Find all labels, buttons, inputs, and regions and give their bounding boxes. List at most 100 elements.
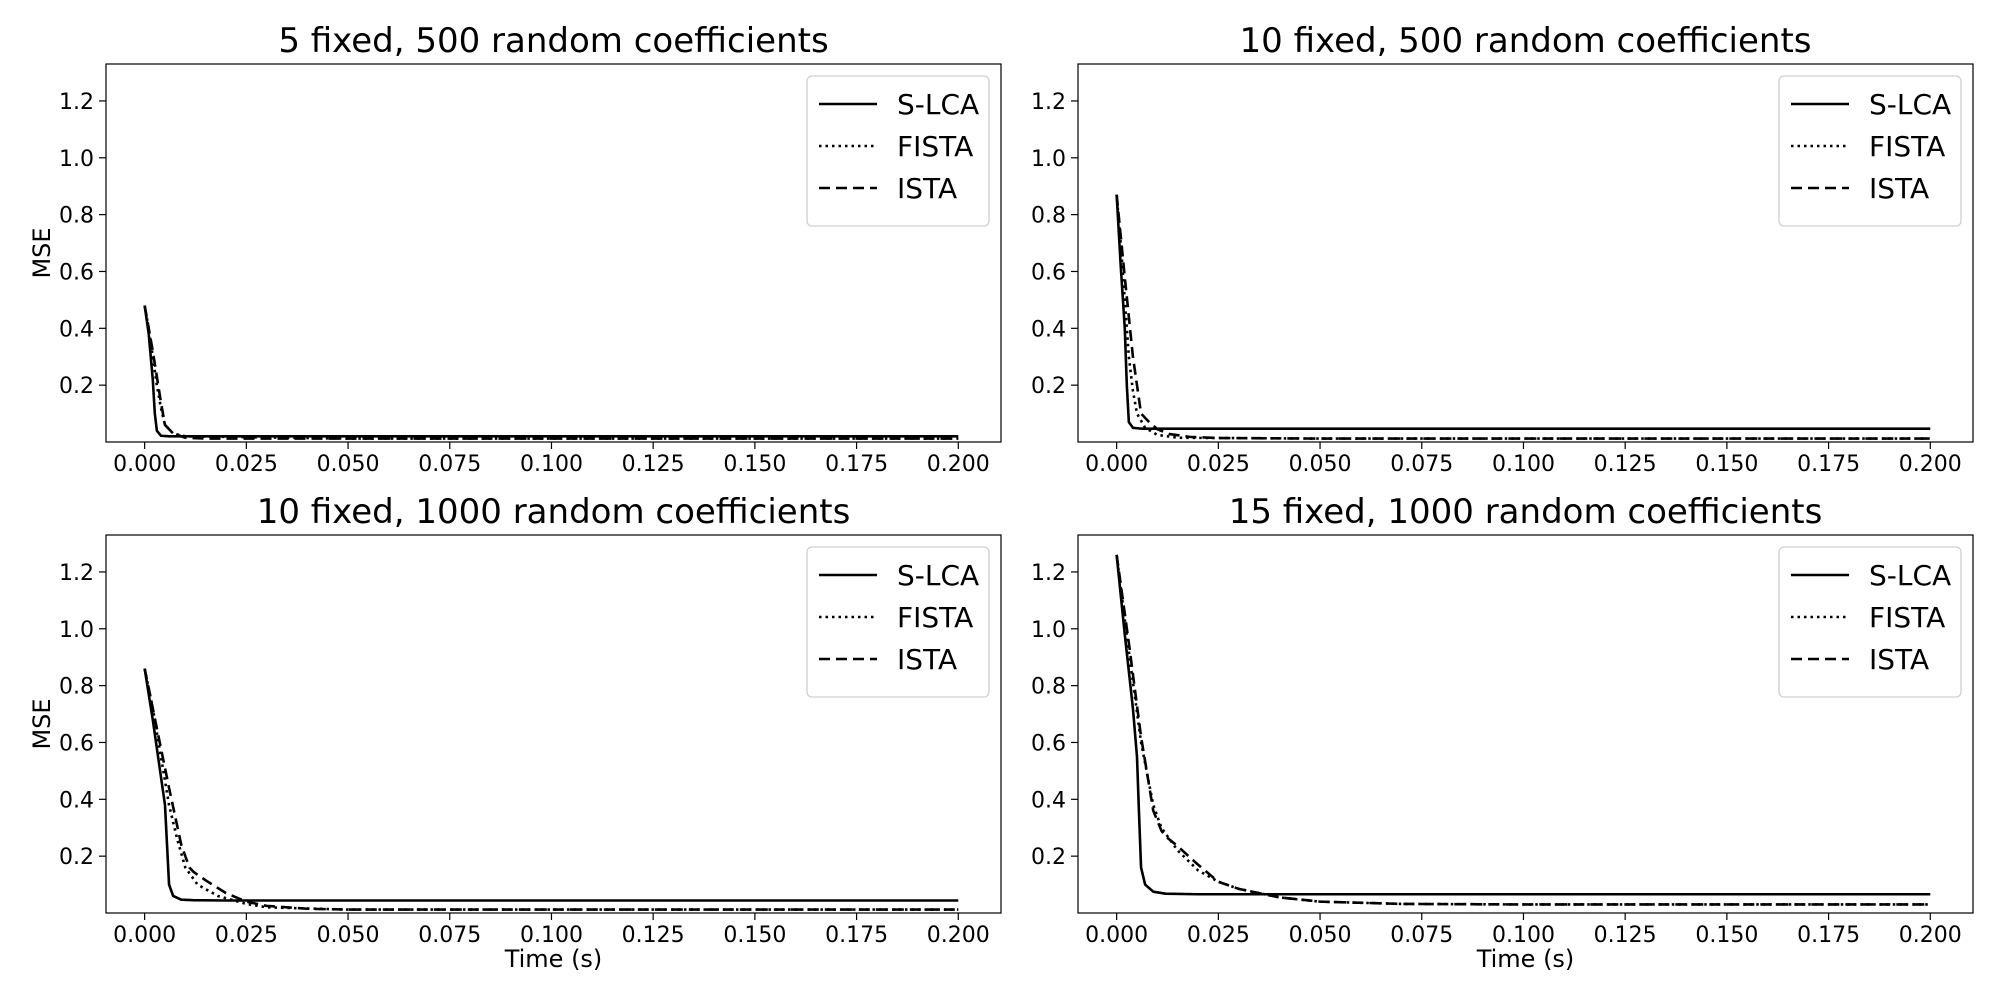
x-tick-label: 0.025 xyxy=(215,923,278,948)
x-tick-label: 0.100 xyxy=(1492,452,1555,477)
y-tick-label: 0.4 xyxy=(1031,317,1066,342)
x-tick-label: 0.125 xyxy=(622,452,685,477)
x-tick-label: 0.175 xyxy=(1797,923,1860,948)
y-tick-label: 1.2 xyxy=(1031,561,1066,586)
x-tick-label: 0.100 xyxy=(1492,923,1555,948)
x-tick-label: 0.125 xyxy=(1594,452,1657,477)
x-tick-label: 0.125 xyxy=(622,923,685,948)
legend-box xyxy=(806,75,990,227)
series-s-lca-line xyxy=(1115,554,1931,896)
subplot-4-xlabel: Time (s) xyxy=(1476,945,1575,973)
x-tick-label: 0.050 xyxy=(1289,452,1352,477)
series-ista-line xyxy=(143,305,959,440)
x-tick-label: 0.025 xyxy=(1187,452,1250,477)
x-tick-label: 0.150 xyxy=(1695,923,1758,948)
y-tick-label: 0.2 xyxy=(1031,845,1066,870)
legend-label-s-lca: S-LCA xyxy=(897,88,979,121)
legend-label-fista: FISTA xyxy=(1869,601,1945,634)
subplot-1: 5 fixed, 500 random coefficients MSE 0.0… xyxy=(28,21,1002,477)
x-tick-label: 0.125 xyxy=(1594,923,1657,948)
legend: S-LCA FISTA ISTA xyxy=(806,75,990,227)
plot-frame xyxy=(105,63,1002,443)
series-ista-line xyxy=(1115,194,1931,440)
subplot-2: 10 fixed, 500 random coefficients 0.000 0… xyxy=(1031,21,1974,477)
y-tick-label: 0.4 xyxy=(59,317,94,342)
series-ista-line xyxy=(143,668,959,911)
legend: S-LCA FISTA ISTA xyxy=(806,546,990,698)
series-fista-line xyxy=(1115,194,1931,440)
legend-label-ista: ISTA xyxy=(897,643,957,676)
x-tick-label: 0.150 xyxy=(1695,452,1758,477)
legend-box xyxy=(1778,546,1962,698)
legend-label-fista: FISTA xyxy=(897,130,973,163)
x-tick-label: 0.025 xyxy=(215,452,278,477)
y-tick-label: 1.2 xyxy=(59,90,94,115)
subplot-1-ylabel: MSE xyxy=(28,227,56,278)
x-tick-label: 0.100 xyxy=(520,923,583,948)
series-s-lca-line xyxy=(143,305,959,438)
x-tick-label: 0.200 xyxy=(927,923,990,948)
series-s-lca-line xyxy=(1115,194,1931,430)
series-fista-line xyxy=(143,305,959,440)
subplot-3: 10 fixed, 1000 random coefficients MSE T… xyxy=(28,492,1002,973)
subplot-3-title: 10 fixed, 1000 random coefficients xyxy=(257,492,851,532)
x-tick-label: 0.000 xyxy=(1085,452,1148,477)
legend-label-s-lca: S-LCA xyxy=(1869,88,1951,121)
x-tick-label: 0.000 xyxy=(113,923,176,948)
subplot-3-ylabel: MSE xyxy=(28,698,56,749)
y-tick-label: 0.6 xyxy=(59,260,94,285)
x-tick-label: 0.175 xyxy=(1797,452,1860,477)
y-tick-label: 0.6 xyxy=(1031,260,1066,285)
x-tick-label: 0.200 xyxy=(1899,452,1962,477)
x-tick-label: 0.175 xyxy=(825,923,888,948)
x-tick-label: 0.050 xyxy=(317,452,380,477)
subplot-4-title: 15 fixed, 1000 random coefficients xyxy=(1229,492,1823,532)
x-tick-label: 0.175 xyxy=(825,452,888,477)
legend-box xyxy=(806,546,990,698)
subplot-2-title: 10 fixed, 500 random coefficients xyxy=(1240,21,1812,61)
x-tick-label: 0.000 xyxy=(113,452,176,477)
y-tick-label: 1.2 xyxy=(59,561,94,586)
subplot-1-title: 5 fixed, 500 random coefficients xyxy=(278,21,828,61)
y-tick-label: 1.0 xyxy=(59,147,94,172)
legend-label-s-lca: S-LCA xyxy=(897,559,979,592)
legend-box xyxy=(1778,75,1962,227)
plot-frame xyxy=(105,534,1002,914)
y-tick-label: 0.4 xyxy=(1031,788,1066,813)
series-fista-line xyxy=(143,668,959,911)
series-ista-line xyxy=(1115,554,1931,906)
x-tick-label: 0.200 xyxy=(927,452,990,477)
y-tick-label: 0.8 xyxy=(59,675,94,700)
y-tick-label: 0.8 xyxy=(1031,204,1066,229)
x-tick-label: 0.075 xyxy=(418,923,481,948)
y-tick-label: 0.6 xyxy=(59,731,94,756)
y-tick-label: 1.2 xyxy=(1031,90,1066,115)
x-tick-label: 0.200 xyxy=(1899,923,1962,948)
x-tick-label: 0.075 xyxy=(1390,923,1453,948)
legend-label-ista: ISTA xyxy=(1869,172,1929,205)
x-tick-label: 0.000 xyxy=(1085,923,1148,948)
legend-label-fista: FISTA xyxy=(897,601,973,634)
plot-frame xyxy=(1077,63,1974,443)
y-tick-label: 1.0 xyxy=(1031,147,1066,172)
y-tick-label: 0.6 xyxy=(1031,731,1066,756)
y-tick-label: 1.0 xyxy=(1031,618,1066,643)
y-tick-label: 0.2 xyxy=(59,845,94,870)
subplot-4: 15 fixed, 1000 random coefficients Time … xyxy=(1031,492,1974,973)
legend: S-LCA FISTA ISTA xyxy=(1778,546,1962,698)
legend: S-LCA FISTA ISTA xyxy=(1778,75,1962,227)
x-tick-label: 0.075 xyxy=(418,452,481,477)
x-tick-label: 0.100 xyxy=(520,452,583,477)
y-tick-label: 0.2 xyxy=(1031,374,1066,399)
x-tick-label: 0.150 xyxy=(723,923,786,948)
legend-label-fista: FISTA xyxy=(1869,130,1945,163)
x-tick-label: 0.150 xyxy=(723,452,786,477)
x-tick-label: 0.075 xyxy=(1390,452,1453,477)
y-tick-label: 0.4 xyxy=(59,788,94,813)
y-tick-label: 0.8 xyxy=(59,204,94,229)
subplot-3-xlabel: Time (s) xyxy=(504,945,603,973)
y-tick-label: 0.8 xyxy=(1031,675,1066,700)
x-tick-label: 0.025 xyxy=(1187,923,1250,948)
